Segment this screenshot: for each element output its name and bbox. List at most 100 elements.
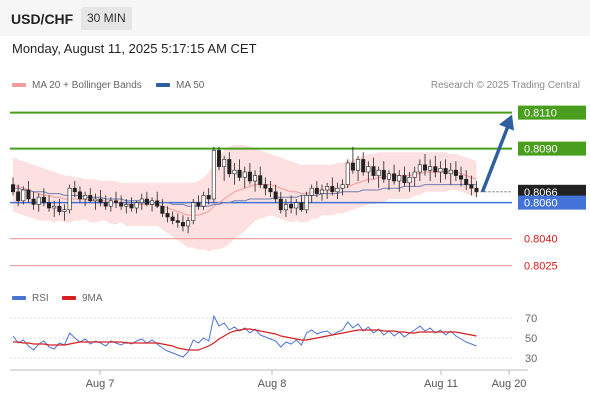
candle-body bbox=[160, 205, 165, 214]
candle-body bbox=[21, 189, 26, 202]
rsi-swatch bbox=[12, 296, 26, 301]
candle bbox=[309, 184, 314, 203]
candle bbox=[340, 179, 345, 196]
timeframe-button[interactable]: 30 MIN bbox=[81, 7, 132, 30]
candle bbox=[299, 195, 304, 212]
rsi-tick-label: 50 bbox=[525, 333, 537, 345]
candle-body bbox=[217, 150, 222, 167]
rsi-tick-label: 30 bbox=[525, 353, 537, 365]
candle-body bbox=[170, 216, 175, 221]
candle-body bbox=[474, 187, 479, 193]
candle bbox=[144, 191, 149, 207]
candle bbox=[206, 188, 211, 205]
candle-body bbox=[289, 204, 294, 209]
x-tick-label: Aug 8 bbox=[258, 378, 287, 390]
candle bbox=[422, 154, 427, 176]
candle-body bbox=[119, 202, 124, 207]
candle bbox=[386, 170, 391, 190]
level-tag-last-price bbox=[518, 184, 586, 199]
candle bbox=[129, 197, 134, 212]
candle-body bbox=[268, 187, 273, 193]
candle bbox=[407, 172, 412, 192]
legend-ma20: MA 20 + Bollinger Bands bbox=[12, 80, 142, 91]
candle-body bbox=[26, 189, 31, 200]
candle-body bbox=[263, 184, 268, 189]
candle-body bbox=[330, 186, 335, 193]
candle-body bbox=[62, 209, 67, 212]
candle-body bbox=[57, 205, 62, 212]
candle-body bbox=[139, 198, 144, 203]
candle bbox=[253, 170, 258, 192]
candle bbox=[114, 191, 119, 208]
candle bbox=[443, 159, 448, 180]
candle bbox=[119, 195, 124, 210]
candle bbox=[16, 184, 21, 207]
candle-body bbox=[381, 169, 386, 180]
candle-body bbox=[144, 198, 149, 205]
candle-body bbox=[386, 173, 391, 180]
candle bbox=[278, 191, 283, 214]
candle-body bbox=[273, 191, 278, 200]
candle-body bbox=[16, 191, 21, 202]
candle-body bbox=[129, 204, 134, 209]
candle-body bbox=[325, 186, 330, 191]
candle-body bbox=[253, 175, 258, 182]
candle-body bbox=[371, 166, 376, 176]
candle-body bbox=[356, 159, 361, 171]
candle bbox=[381, 161, 386, 183]
candle bbox=[108, 197, 113, 212]
candle-body bbox=[459, 175, 464, 180]
candle-body bbox=[412, 171, 417, 178]
candle bbox=[227, 152, 232, 178]
candle bbox=[160, 199, 165, 217]
candle-body bbox=[196, 202, 201, 207]
candle bbox=[433, 155, 438, 178]
legend-ma9: 9MA bbox=[62, 293, 103, 304]
candle-body bbox=[98, 198, 103, 203]
candle-body bbox=[366, 166, 371, 173]
candle-body bbox=[31, 198, 36, 205]
candle bbox=[26, 181, 31, 203]
candle bbox=[186, 217, 191, 234]
candle-body bbox=[309, 187, 314, 196]
candle bbox=[263, 177, 268, 196]
candle-body bbox=[103, 202, 108, 207]
candle-body bbox=[428, 166, 433, 171]
candle bbox=[356, 155, 361, 181]
candle-body bbox=[222, 159, 227, 167]
candle bbox=[304, 191, 309, 214]
candle-body bbox=[155, 200, 160, 207]
candle-body bbox=[407, 177, 412, 184]
legend-ma50: MA 50 bbox=[156, 80, 204, 91]
candle bbox=[242, 166, 247, 189]
candle bbox=[258, 166, 263, 189]
candle-body bbox=[464, 178, 469, 185]
candle-body bbox=[361, 159, 366, 173]
candle-body bbox=[36, 196, 41, 205]
candle-body bbox=[41, 196, 46, 203]
candle-body bbox=[417, 164, 422, 173]
candle bbox=[237, 159, 242, 181]
candle-body bbox=[201, 195, 206, 207]
candle-body bbox=[47, 202, 52, 209]
level-label-pivot: 0.8060 bbox=[524, 198, 558, 210]
candle-body bbox=[392, 173, 397, 182]
legend-rsi-label: RSI bbox=[32, 293, 49, 304]
candle-body bbox=[134, 202, 139, 209]
candle-body bbox=[294, 202, 299, 209]
candle bbox=[150, 197, 155, 212]
candle-body bbox=[350, 162, 355, 171]
candle-body bbox=[304, 195, 309, 211]
candle-body bbox=[124, 204, 129, 207]
candle bbox=[283, 199, 288, 217]
bollinger-band-area bbox=[13, 145, 477, 252]
candle bbox=[402, 166, 407, 187]
candle bbox=[319, 184, 324, 201]
candle bbox=[366, 161, 371, 183]
candle bbox=[428, 159, 433, 181]
candle-body bbox=[340, 184, 345, 189]
candle-body bbox=[114, 200, 119, 203]
candle bbox=[448, 163, 453, 185]
candle bbox=[376, 166, 381, 189]
